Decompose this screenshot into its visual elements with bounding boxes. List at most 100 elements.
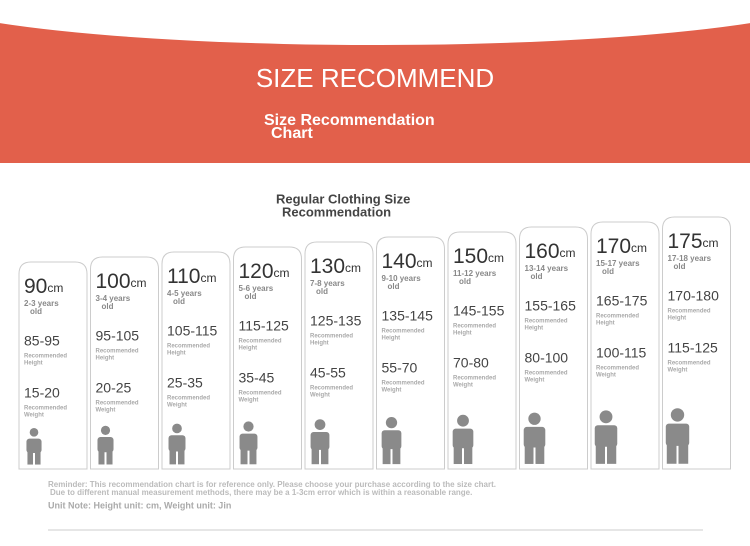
person-head [100, 425, 111, 435]
person-body [168, 435, 186, 452]
weight-range: 100-115 [596, 345, 647, 361]
card-size: 120cm [239, 260, 290, 283]
header-subtitle: Size Recommendation [264, 112, 435, 129]
age: 3-4 years [96, 294, 131, 303]
unit-note: Unit Note: Height unit: cm, Weight unit:… [48, 500, 231, 510]
age: 2-3 years [24, 299, 59, 308]
card-size: 140cm [382, 250, 433, 273]
person-head [29, 428, 39, 437]
card [233, 246, 302, 470]
age: old [459, 277, 471, 286]
reminder: Reminder: This recommendation chart is f… [48, 480, 496, 489]
size-unit: cm [703, 236, 719, 250]
reminder: Due to different manual measurement meth… [50, 488, 472, 497]
height-label: Recommended [24, 354, 67, 360]
person-head [670, 408, 685, 422]
size-unit: cm [345, 261, 361, 275]
height-label: Height [382, 336, 401, 342]
weight-label: Recommended [24, 406, 67, 412]
person-body [239, 433, 258, 451]
person-body [452, 428, 474, 449]
weight-label: Weight [525, 378, 545, 384]
size-unit: cm [47, 281, 63, 295]
weight-range: 45-55 [310, 365, 346, 381]
height-range: 115-125 [239, 318, 290, 334]
size-number: 130 [310, 255, 345, 278]
header-subtitle: Chart [271, 125, 313, 142]
height-label: Recommended [167, 344, 210, 350]
person-head [457, 414, 469, 427]
weight-label: Weight [310, 393, 330, 399]
person-leg [535, 446, 545, 464]
age: old [102, 302, 114, 311]
weight-range: 15-20 [24, 385, 60, 401]
height-label: Recommended [668, 309, 711, 315]
age: old [388, 282, 400, 291]
weight-range: 55-70 [382, 360, 418, 376]
size-number: 120 [239, 260, 274, 283]
age: old [173, 297, 185, 306]
height-range: 145-155 [453, 303, 505, 319]
weight-label: Recommended [239, 391, 282, 397]
person-leg [321, 448, 329, 465]
height-label: Recommended [239, 339, 282, 345]
age: 9-10 years [382, 274, 422, 283]
size-unit: cm [631, 241, 647, 255]
weight-label: Recommended [382, 381, 425, 387]
person-leg [27, 452, 33, 465]
height-range: 165-175 [596, 293, 648, 309]
header-curve [0, 0, 750, 45]
person-leg [98, 451, 105, 465]
weight-label: Weight [239, 398, 259, 404]
person-leg [595, 445, 605, 464]
size-number: 90 [24, 275, 47, 298]
height-label: Height [525, 326, 544, 332]
weight-range: 115-125 [668, 340, 719, 356]
weight-range: 35-45 [239, 370, 275, 386]
person-leg [666, 444, 677, 464]
weight-range: 80-100 [525, 350, 569, 366]
person-leg [524, 446, 534, 464]
height-range: 135-145 [382, 308, 434, 324]
person-leg [178, 450, 185, 465]
card [90, 256, 159, 470]
size-number: 110 [167, 265, 200, 288]
size-number: 150 [453, 245, 488, 268]
size-unit: cm [274, 266, 290, 280]
height-range: 125-135 [310, 313, 362, 329]
weight-label: Weight [382, 388, 402, 394]
card [590, 221, 660, 470]
height-range: 95-105 [96, 328, 140, 344]
height-label: Recommended [453, 324, 496, 330]
header-title: SIZE RECOMMEND [256, 63, 494, 93]
person-leg [240, 449, 248, 465]
size-unit: cm [560, 246, 576, 260]
weight-label: Recommended [96, 401, 139, 407]
weight-label: Weight [24, 413, 44, 419]
header-band [0, 0, 750, 163]
weight-label: Recommended [167, 396, 210, 402]
weight-range: 25-35 [167, 375, 203, 391]
person-leg [382, 448, 391, 465]
weight-range: 70-80 [453, 355, 489, 371]
person-leg [464, 447, 473, 465]
card-size: 170cm [596, 235, 647, 258]
size-number: 160 [525, 240, 560, 263]
age: old [316, 287, 328, 296]
height-label: Height [24, 361, 43, 367]
height-label: Recommended [382, 329, 425, 335]
size-number: 140 [382, 250, 417, 273]
card [18, 261, 88, 470]
age: 4-5 years [167, 289, 202, 298]
section-title: Regular Clothing Size [276, 191, 410, 206]
card-size: 100cm [96, 270, 147, 293]
person-leg [392, 448, 401, 465]
age: 13-14 years [525, 264, 569, 273]
height-label: Height [167, 351, 186, 357]
person-leg [311, 448, 319, 465]
person-body [97, 436, 114, 453]
height-range: 155-165 [525, 298, 577, 314]
person-leg [607, 445, 617, 464]
